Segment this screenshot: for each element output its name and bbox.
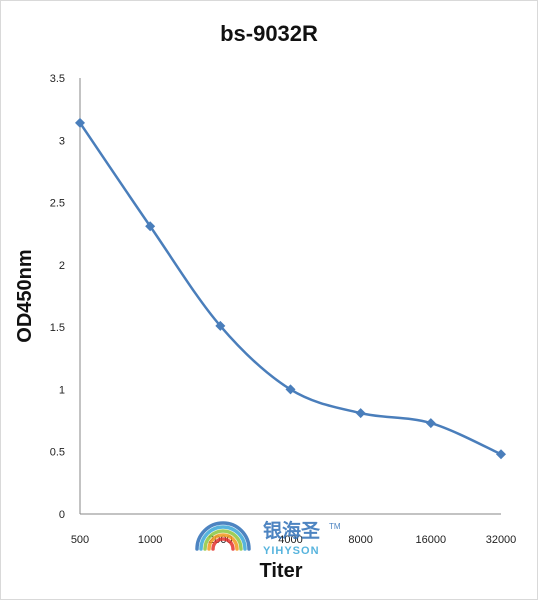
x-tick-label: 8000: [348, 534, 372, 546]
y-tick-label: 2: [59, 260, 65, 272]
y-axis-title: OD450nm: [14, 249, 36, 342]
y-tick-labels: 0 0.5 1 1.5 2 2.5 3 3.5: [50, 73, 65, 521]
data-point-marker: [425, 418, 436, 429]
data-point-marker: [355, 408, 366, 419]
y-tick-label: 1: [59, 384, 65, 396]
logo-arc: [207, 533, 239, 551]
y-tick-label: 3: [59, 135, 65, 147]
x-tick-label: 32000: [486, 534, 517, 546]
series-markers: [75, 117, 506, 460]
y-tick-label: 3.5: [50, 73, 65, 85]
watermark-logo: 银海圣 TM YIHYSON: [195, 519, 341, 557]
data-point-marker: [285, 384, 296, 395]
y-tick-label: 0.5: [50, 447, 65, 459]
x-axis-title: Titer: [260, 560, 303, 582]
watermark-cn-text: 银海圣: [263, 519, 321, 542]
logo-arc: [195, 521, 251, 551]
chart-title: bs-9032R: [220, 21, 318, 46]
data-point-marker: [75, 117, 85, 128]
series-line: [78, 122, 502, 456]
data-point-marker: [215, 320, 226, 331]
logo-arc: [199, 525, 247, 551]
y-tick-label: 0: [59, 509, 65, 521]
x-tick-label: 4000: [278, 534, 302, 546]
logo-arc: [203, 529, 243, 551]
x-tick-label: 1000: [138, 534, 162, 546]
y-tick-label: 1.5: [50, 322, 65, 334]
y-tick-label: 2.5: [50, 198, 65, 210]
logo-arc: [211, 537, 235, 551]
watermark-tm-text: TM: [329, 522, 341, 531]
watermark-en-text: YIHYSON: [263, 545, 320, 557]
x-tick-label: 16000: [416, 534, 447, 546]
data-point-marker: [145, 221, 156, 232]
data-point-marker: [496, 449, 506, 460]
x-tick-label: 500: [71, 534, 89, 546]
logo-mark: [195, 521, 251, 551]
